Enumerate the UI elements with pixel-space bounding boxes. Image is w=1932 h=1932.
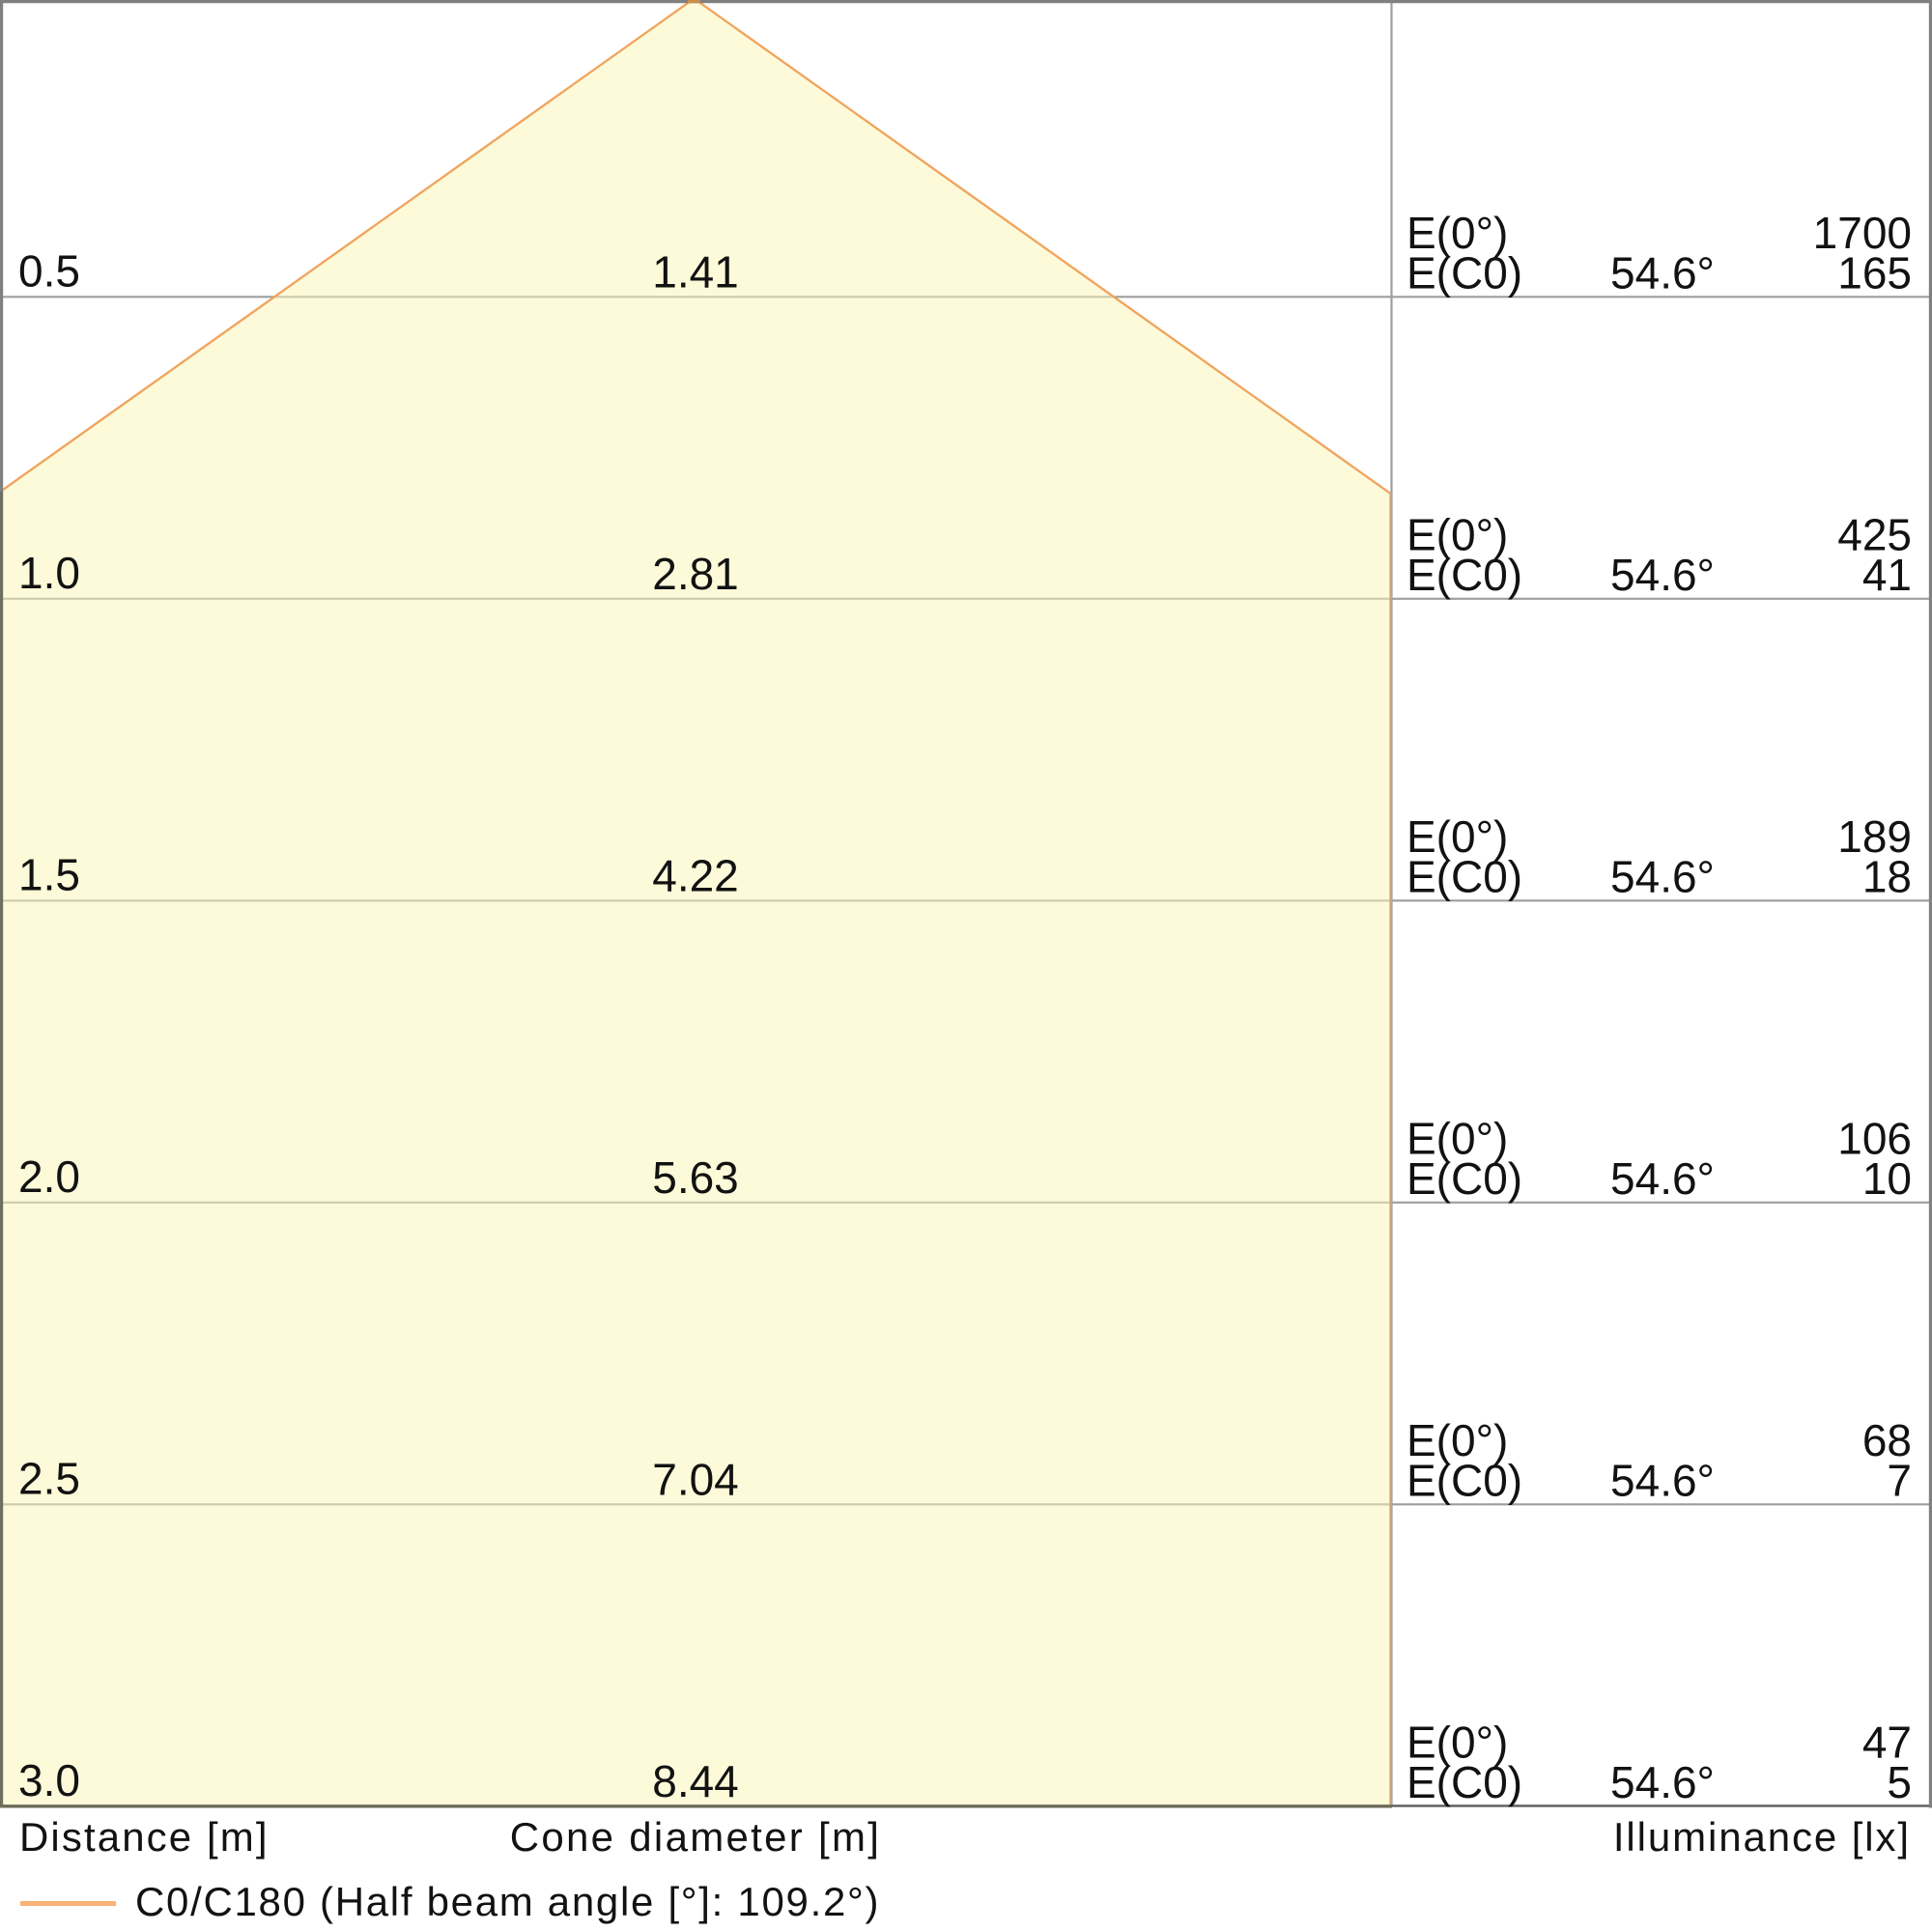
svg-text:Illuminance [lx]: Illuminance [lx] [1613, 1814, 1911, 1860]
svg-text:5: 5 [1887, 1757, 1912, 1807]
svg-text:41: 41 [1862, 550, 1912, 600]
svg-text:E(0°): E(0°) [1406, 509, 1508, 559]
svg-text:54.6°: 54.6° [1610, 1455, 1715, 1505]
svg-text:2.5: 2.5 [18, 1453, 80, 1503]
svg-text:E(C0): E(C0) [1406, 1455, 1522, 1505]
svg-text:54.6°: 54.6° [1610, 1757, 1715, 1807]
svg-text:E(0°): E(0°) [1406, 1717, 1508, 1767]
svg-text:E(C0): E(C0) [1406, 1757, 1522, 1807]
svg-text:189: 189 [1837, 811, 1912, 862]
svg-text:1.5: 1.5 [18, 849, 80, 899]
svg-text:2.81: 2.81 [652, 549, 739, 599]
svg-text:8.44: 8.44 [652, 1756, 739, 1806]
svg-text:E(C0): E(C0) [1406, 247, 1522, 298]
svg-text:5.63: 5.63 [652, 1152, 739, 1203]
svg-text:Cone diameter [m]: Cone diameter [m] [510, 1814, 882, 1860]
svg-text:54.6°: 54.6° [1610, 247, 1715, 298]
svg-text:165: 165 [1837, 247, 1912, 298]
svg-text:E(0°): E(0°) [1406, 811, 1508, 862]
svg-text:3.0: 3.0 [18, 1755, 80, 1805]
svg-text:E(C0): E(C0) [1406, 851, 1522, 901]
svg-text:4.22: 4.22 [652, 850, 739, 900]
svg-text:E(C0): E(C0) [1406, 550, 1522, 600]
svg-text:1.0: 1.0 [18, 548, 80, 598]
svg-text:E(0°): E(0°) [1406, 1113, 1508, 1163]
svg-text:68: 68 [1862, 1415, 1912, 1465]
svg-text:E(C0): E(C0) [1406, 1153, 1522, 1204]
svg-text:1.41: 1.41 [652, 246, 739, 297]
svg-text:10: 10 [1862, 1153, 1912, 1204]
svg-text:0.5: 0.5 [18, 245, 80, 296]
svg-text:E(0°): E(0°) [1406, 1415, 1508, 1465]
svg-text:2.0: 2.0 [18, 1151, 80, 1202]
svg-text:7: 7 [1887, 1455, 1912, 1505]
svg-text:E(0°): E(0°) [1406, 208, 1508, 258]
svg-text:106: 106 [1837, 1113, 1912, 1163]
svg-text:C0/C180 (Half beam angle [°]:: C0/C180 (Half beam angle [°]: 109.2°) [135, 1879, 880, 1924]
svg-text:54.6°: 54.6° [1610, 851, 1715, 901]
svg-text:54.6°: 54.6° [1610, 550, 1715, 600]
svg-text:Distance [m]: Distance [m] [19, 1814, 270, 1860]
svg-text:54.6°: 54.6° [1610, 1153, 1715, 1204]
svg-text:1700: 1700 [1813, 208, 1912, 258]
svg-text:18: 18 [1862, 851, 1912, 901]
svg-text:7.04: 7.04 [652, 1454, 739, 1504]
svg-text:47: 47 [1862, 1717, 1912, 1767]
svg-text:425: 425 [1837, 509, 1912, 559]
